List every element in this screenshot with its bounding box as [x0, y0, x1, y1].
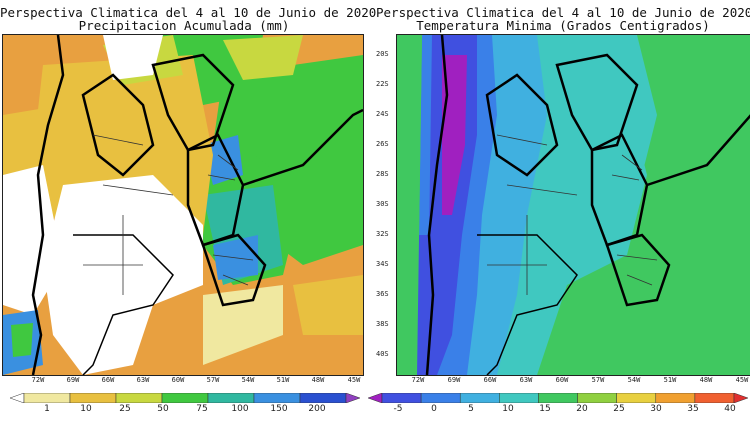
- colorbar-segment: [538, 393, 578, 403]
- lon-label: 63W: [136, 376, 150, 384]
- lon-label: 66W: [483, 376, 497, 384]
- lon-label: 57W: [591, 376, 605, 384]
- temp-map: [396, 34, 750, 376]
- colorbar-segment: [616, 393, 657, 403]
- lat-label: 20S: [376, 50, 389, 58]
- colorbar-segment: [161, 393, 209, 403]
- colorbar-label: 10: [80, 404, 92, 414]
- colorbar-high-cap: [345, 393, 360, 403]
- colorbar-segment: [499, 393, 539, 403]
- lon-label: 72W: [31, 376, 45, 384]
- temperature-map-panel: Perspectiva Climatica del 4 al 10 de Jun…: [368, 0, 750, 422]
- colorbar-label: 5: [468, 404, 474, 414]
- colorbar-label: 100: [231, 404, 249, 414]
- lat-label: 22S: [376, 80, 389, 88]
- colorbar-segment: [253, 393, 301, 403]
- colorbar-segment: [577, 393, 617, 403]
- lon-label: 45W: [347, 376, 361, 384]
- colorbar-label: 50: [157, 404, 169, 414]
- colorbar-label: 75: [196, 404, 208, 414]
- lat-label: 24S: [376, 110, 389, 118]
- lat-label: 32S: [376, 230, 389, 238]
- temp-colorbar-graphic: [368, 393, 748, 403]
- lat-label: 28S: [376, 170, 389, 178]
- colorbar-segment: [23, 393, 71, 403]
- lat-label: 30S: [376, 200, 389, 208]
- colorbar-segment: [299, 393, 347, 403]
- precip-map-graphic: [3, 35, 363, 375]
- precip-subtitle: Precipitacion Acumulada (mm): [78, 18, 290, 33]
- colorbar-segment: [207, 393, 255, 403]
- lat-label: 40S: [376, 350, 389, 358]
- colorbar-segment: [69, 393, 117, 403]
- lat-label: 34S: [376, 260, 389, 268]
- colorbar-high-cap: [733, 393, 748, 403]
- precip-title: Perspectiva Climatica del 4 al 10 de Jun…: [0, 5, 377, 20]
- lon-label: 48W: [699, 376, 713, 384]
- colorbar-label: 0: [431, 404, 437, 414]
- lon-label: 69W: [447, 376, 461, 384]
- colorbar-segment: [115, 393, 163, 403]
- lon-label: 72W: [411, 376, 425, 384]
- lon-label: 60W: [555, 376, 569, 384]
- colorbar-label: 40: [724, 404, 736, 414]
- colorbar-label: 30: [650, 404, 662, 414]
- colorbar-label: 25: [613, 404, 625, 414]
- lon-label: 54W: [241, 376, 255, 384]
- lat-label: 26S: [376, 140, 389, 148]
- colorbar-label: 35: [687, 404, 699, 414]
- lon-label: 48W: [311, 376, 325, 384]
- colorbar-label: 10: [502, 404, 514, 414]
- lon-label: 51W: [663, 376, 677, 384]
- colorbar-low-cap: [10, 393, 25, 403]
- precip-map: [2, 34, 364, 376]
- lon-label: 45W: [735, 376, 749, 384]
- lon-label: 66W: [101, 376, 115, 384]
- temp-colorbar: [368, 393, 748, 403]
- lat-label: 38S: [376, 320, 389, 328]
- colorbar-label: 1: [44, 404, 50, 414]
- precip-lon-axis: 72W 69W 66W 63W 60W 57W 54W 51W 48W 45W: [2, 376, 362, 386]
- temp-subtitle: Temperatura Minima (Grados Centigrados): [416, 18, 710, 33]
- temp-title: Perspectiva Climatica del 4 al 10 de Jun…: [376, 5, 750, 20]
- colorbar-label: 200: [308, 404, 326, 414]
- colorbar-low-cap: [368, 393, 383, 403]
- colorbar-label: 25: [119, 404, 131, 414]
- colorbar-segment: [694, 393, 735, 403]
- colorbar-segment: [420, 393, 461, 403]
- temp-lon-axis: 72W 69W 66W 63W 60W 57W 54W 51W 48W 45W: [396, 376, 750, 386]
- precip-colorbar: [10, 393, 360, 403]
- lon-label: 60W: [171, 376, 185, 384]
- lon-label: 57W: [206, 376, 220, 384]
- colorbar-label: 150: [270, 404, 288, 414]
- lon-label: 69W: [66, 376, 80, 384]
- lon-label: 51W: [276, 376, 290, 384]
- lon-label: 63W: [519, 376, 533, 384]
- colorbar-segment: [459, 393, 500, 403]
- precipitation-map-panel: Perspectiva Climatica del 4 al 10 de Jun…: [0, 0, 377, 422]
- colorbar-segment: [381, 393, 422, 403]
- temp-map-graphic: [397, 35, 750, 375]
- lat-label: 36S: [376, 290, 389, 298]
- colorbar-segment: [655, 393, 696, 403]
- colorbar-label: -5: [393, 404, 403, 414]
- precip-colorbar-graphic: [10, 393, 360, 403]
- colorbar-label: 15: [539, 404, 551, 414]
- lon-label: 54W: [627, 376, 641, 384]
- colorbar-label: 20: [576, 404, 588, 414]
